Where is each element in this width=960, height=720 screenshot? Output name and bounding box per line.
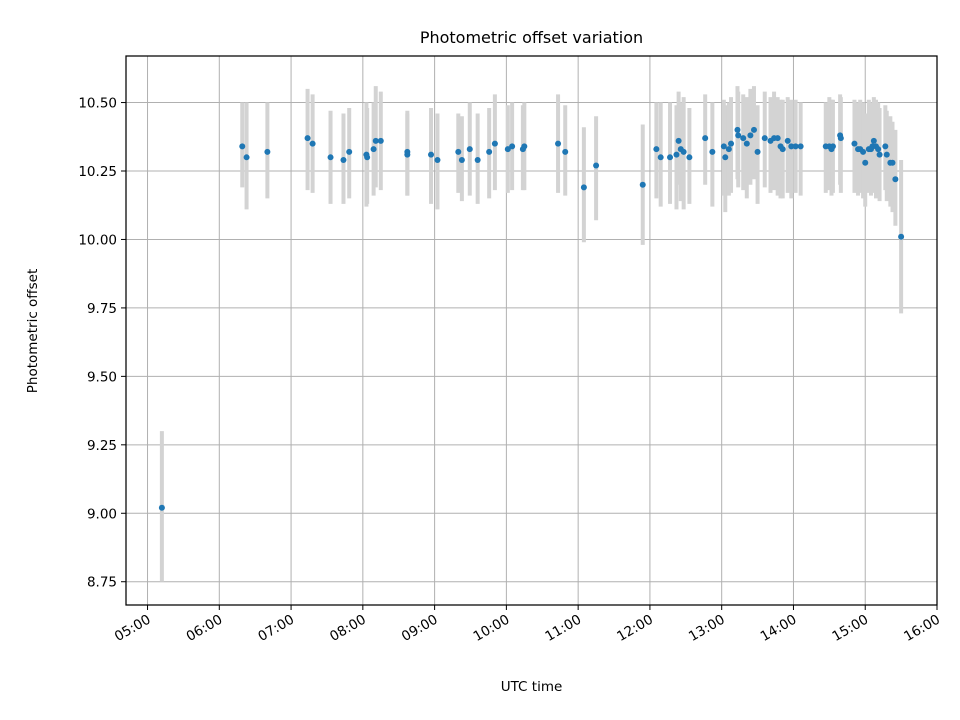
data-point bbox=[653, 146, 660, 153]
data-point bbox=[680, 148, 687, 155]
data-point bbox=[239, 143, 246, 150]
y-tick-label: 9.00 bbox=[87, 506, 117, 522]
data-point bbox=[740, 135, 747, 142]
data-point bbox=[876, 151, 883, 158]
data-point bbox=[474, 157, 481, 164]
y-tick-label: 10.25 bbox=[78, 164, 117, 180]
data-point bbox=[309, 140, 316, 147]
x-axis-label: UTC time bbox=[501, 679, 563, 695]
y-tick-label: 10.50 bbox=[78, 96, 117, 112]
data-point bbox=[797, 143, 804, 150]
y-tick-label: 10.00 bbox=[78, 232, 117, 248]
data-point bbox=[883, 151, 890, 158]
y-tick-label: 8.75 bbox=[87, 575, 117, 591]
data-point bbox=[870, 137, 877, 144]
data-point bbox=[702, 135, 709, 142]
data-point bbox=[455, 148, 462, 155]
data-point bbox=[434, 157, 441, 164]
data-point bbox=[829, 143, 836, 150]
data-point bbox=[725, 146, 732, 153]
data-point bbox=[340, 157, 347, 164]
data-point bbox=[639, 181, 646, 188]
data-point bbox=[862, 159, 869, 166]
data-point bbox=[761, 135, 768, 142]
data-point bbox=[377, 137, 384, 144]
data-point bbox=[486, 148, 493, 155]
data-point bbox=[580, 184, 587, 191]
data-point bbox=[428, 151, 435, 158]
data-point bbox=[158, 504, 165, 511]
data-point bbox=[747, 132, 754, 139]
data-point bbox=[346, 148, 353, 155]
data-point bbox=[882, 143, 889, 150]
data-point bbox=[243, 154, 250, 161]
data-point bbox=[657, 154, 664, 161]
data-point bbox=[327, 154, 334, 161]
data-point bbox=[750, 126, 757, 133]
data-point bbox=[892, 176, 899, 183]
data-point bbox=[593, 162, 600, 169]
data-point bbox=[264, 148, 271, 155]
data-point bbox=[562, 148, 569, 155]
data-point bbox=[788, 143, 795, 150]
data-point bbox=[521, 143, 528, 150]
data-point bbox=[404, 151, 411, 158]
data-point bbox=[754, 148, 761, 155]
data-point bbox=[735, 132, 742, 139]
data-point bbox=[667, 154, 674, 161]
y-tick-label: 9.25 bbox=[87, 438, 117, 454]
axes-frame bbox=[125, 55, 938, 606]
data-point bbox=[860, 148, 867, 155]
data-point bbox=[779, 146, 786, 153]
data-point bbox=[504, 146, 511, 153]
y-tick-label: 9.50 bbox=[87, 369, 117, 385]
data-point bbox=[304, 135, 311, 142]
data-point bbox=[722, 154, 729, 161]
data-point bbox=[364, 154, 371, 161]
data-point bbox=[372, 137, 379, 144]
data-point bbox=[491, 140, 498, 147]
data-point bbox=[875, 146, 882, 153]
data-point bbox=[728, 140, 735, 147]
data-point bbox=[784, 137, 791, 144]
data-point bbox=[792, 143, 799, 150]
data-point bbox=[673, 151, 680, 158]
data-point bbox=[509, 143, 516, 150]
data-point bbox=[734, 126, 741, 133]
chart-title: Photometric offset variation bbox=[420, 28, 643, 47]
data-point bbox=[851, 140, 858, 147]
y-axis-label: Photometric offset bbox=[25, 269, 41, 393]
data-point bbox=[720, 143, 727, 150]
y-tick-label: 9.75 bbox=[87, 301, 117, 317]
data-point bbox=[774, 135, 781, 142]
data-point bbox=[466, 146, 473, 153]
data-point bbox=[709, 148, 716, 155]
data-point bbox=[889, 159, 896, 166]
data-point bbox=[370, 146, 377, 153]
data-point bbox=[686, 154, 693, 161]
data-point bbox=[555, 140, 562, 147]
data-point bbox=[743, 140, 750, 147]
data-point bbox=[837, 135, 844, 142]
data-point bbox=[675, 137, 682, 144]
data-point bbox=[458, 157, 465, 164]
data-point bbox=[898, 233, 905, 240]
data-points bbox=[158, 126, 905, 511]
y-axis-ticks: 8.75 9.00 9.25 9.50 9.75 10.00 10.25 10.50 bbox=[78, 96, 126, 591]
